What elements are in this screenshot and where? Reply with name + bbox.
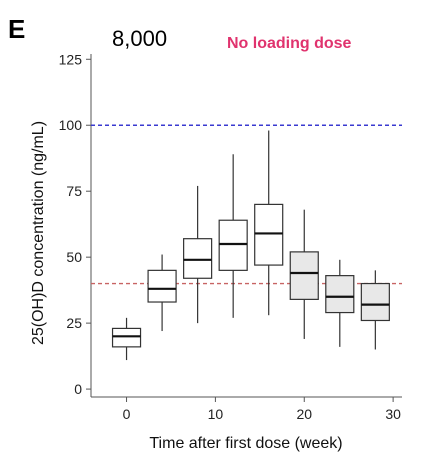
box-iqr (325, 275, 355, 314)
box-week-24 (325, 259, 355, 347)
x-axis-label: Time after first dose (week) (149, 435, 342, 452)
x-tick-label: 0 (123, 406, 131, 422)
y-tick-label: 50 (66, 249, 82, 265)
box-week-12 (218, 154, 248, 318)
y-tick-label: 75 (66, 183, 82, 199)
x-tick-label: 10 (208, 406, 224, 422)
box-week-8 (183, 185, 213, 324)
box-iqr (289, 251, 319, 300)
y-tick-label: 100 (59, 117, 83, 133)
panel-letter: E (8, 14, 25, 44)
plot-area: 0 25 50 75 100 125 0 10 20 30 (59, 51, 402, 422)
no-loading-dose-annotation: No loading dose (227, 35, 352, 52)
box-week-20 (289, 209, 319, 339)
box-iqr (218, 219, 248, 271)
y-ticks: 0 25 50 75 100 125 (59, 51, 91, 397)
x-tick-label: 20 (296, 406, 312, 422)
box-iqr (111, 327, 142, 348)
box-week-16 (254, 130, 284, 316)
box-iqr (147, 269, 177, 303)
box-iqr (183, 238, 213, 279)
y-tick-label: 0 (74, 381, 82, 397)
box-week-28 (360, 270, 390, 350)
chart-title: 8,000 (112, 26, 167, 51)
box-iqr (254, 203, 284, 266)
box-week-0 (111, 317, 142, 361)
y-axis-label: 25(OH)D concentration (ng/mL) (30, 121, 47, 345)
box-week-4 (147, 254, 177, 332)
y-tick-label: 25 (66, 315, 82, 331)
box-iqr (360, 282, 390, 322)
y-tick-label: 125 (59, 51, 83, 67)
x-ticks: 0 10 20 30 (123, 397, 401, 422)
x-tick-label: 30 (385, 406, 401, 422)
boxes (111, 130, 390, 361)
